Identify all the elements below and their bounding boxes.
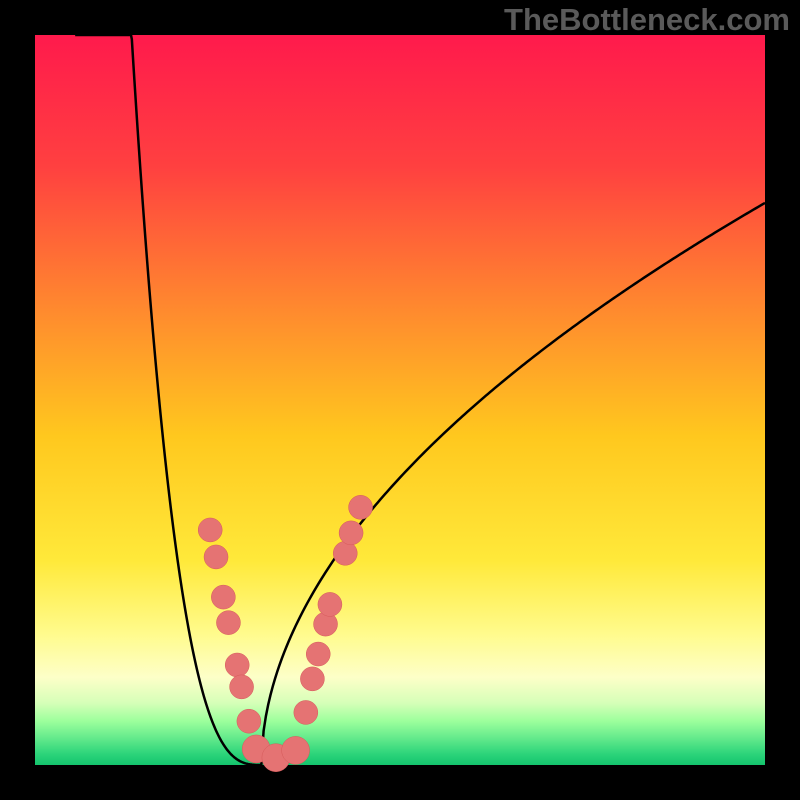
curve-marker (300, 667, 324, 691)
curve-marker (282, 736, 310, 764)
curve-marker (294, 700, 318, 724)
curve-marker (198, 518, 222, 542)
bottleneck-chart: TheBottleneck.com (0, 0, 800, 800)
curve-marker (306, 642, 330, 666)
curve-marker (333, 541, 357, 565)
curve-marker (211, 585, 235, 609)
curve-marker (318, 592, 342, 616)
curve-marker (204, 545, 228, 569)
curve-marker (339, 521, 363, 545)
plot-background (35, 35, 765, 765)
chart-svg (0, 0, 800, 800)
curve-marker (225, 653, 249, 677)
curve-marker (216, 611, 240, 635)
curve-marker (230, 675, 254, 699)
curve-marker (237, 709, 261, 733)
curve-marker (349, 495, 373, 519)
